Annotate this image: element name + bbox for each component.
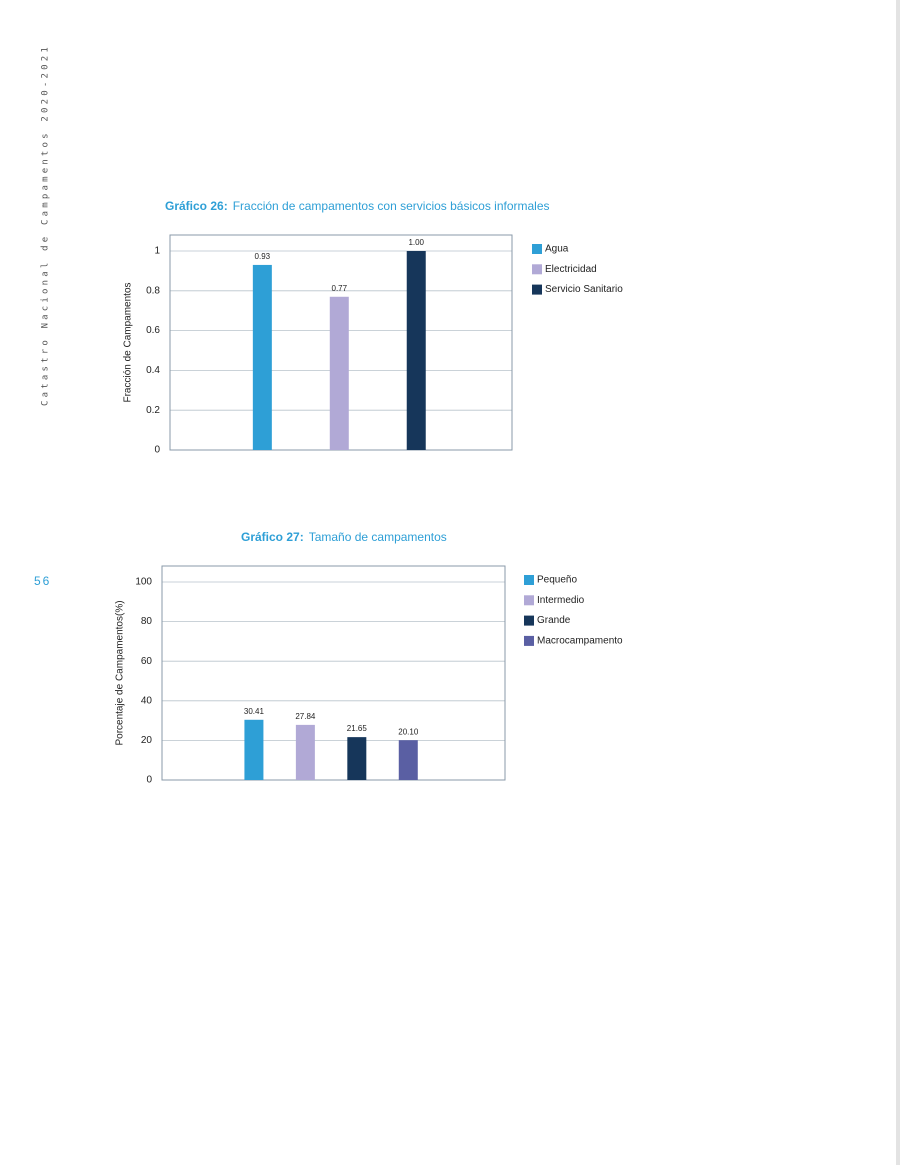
legend-label: Agua bbox=[545, 244, 569, 255]
page-number: 56 bbox=[34, 574, 51, 588]
page-edge bbox=[896, 0, 900, 1165]
legend-swatch bbox=[524, 575, 534, 585]
value-label: 1.00 bbox=[408, 238, 424, 247]
legend-swatch bbox=[532, 284, 542, 295]
y-axis-label: Fracción de Campamentos bbox=[123, 282, 134, 402]
legend-label: Electricidad bbox=[545, 264, 597, 275]
chart-title-label: Gráfico 26: bbox=[165, 199, 228, 213]
value-label: 30.41 bbox=[244, 707, 265, 716]
value-label: 20.10 bbox=[398, 727, 419, 736]
legend-label: Servicio Sanitario bbox=[545, 284, 623, 295]
y-tick-label: 1 bbox=[154, 246, 160, 257]
value-label: 27.84 bbox=[295, 712, 316, 721]
legend-swatch bbox=[532, 244, 542, 254]
y-axis-label: Porcentaje de Campamentos(%) bbox=[115, 600, 126, 745]
bar bbox=[347, 737, 367, 780]
y-tick-label: 80 bbox=[141, 616, 153, 627]
plot-frame bbox=[161, 565, 506, 781]
value-label: 0.77 bbox=[332, 284, 348, 293]
legend-swatch bbox=[524, 615, 534, 626]
legend-swatch bbox=[524, 595, 534, 606]
y-tick-label: 0.8 bbox=[146, 285, 160, 296]
y-tick-label: 0.6 bbox=[146, 325, 160, 336]
value-label: 0.93 bbox=[255, 252, 271, 261]
bar bbox=[252, 264, 272, 450]
chart-title: Tamaño de campamentos bbox=[309, 530, 447, 544]
y-tick-label: 20 bbox=[141, 735, 153, 746]
value-label: 21.65 bbox=[347, 724, 368, 733]
y-tick-label: 100 bbox=[135, 577, 152, 588]
y-tick-label: 0 bbox=[154, 445, 160, 456]
bar bbox=[295, 724, 315, 780]
y-tick-label: 40 bbox=[141, 695, 153, 706]
bar bbox=[329, 296, 349, 450]
bar bbox=[244, 719, 264, 780]
chart-title: Fracción de campamentos con servicios bá… bbox=[233, 199, 550, 213]
legend-label: Grande bbox=[537, 615, 571, 626]
legend-swatch bbox=[524, 635, 534, 646]
sidebar-text: Catastro Nacional de Campamentos 2020-20… bbox=[41, 44, 51, 406]
y-tick-label: 0 bbox=[146, 775, 152, 786]
y-tick-label: 60 bbox=[141, 656, 153, 667]
y-tick-label: 0.4 bbox=[146, 365, 160, 376]
legend-label: Intermedio bbox=[537, 595, 585, 606]
bar bbox=[398, 740, 418, 780]
legend-label: Macrocampamento bbox=[537, 636, 623, 647]
chart-title-label: Gráfico 27: bbox=[241, 530, 304, 544]
legend-label: Pequeño bbox=[537, 575, 577, 586]
bar bbox=[406, 251, 426, 450]
legend-swatch bbox=[532, 264, 542, 275]
y-tick-label: 0.2 bbox=[146, 405, 160, 416]
